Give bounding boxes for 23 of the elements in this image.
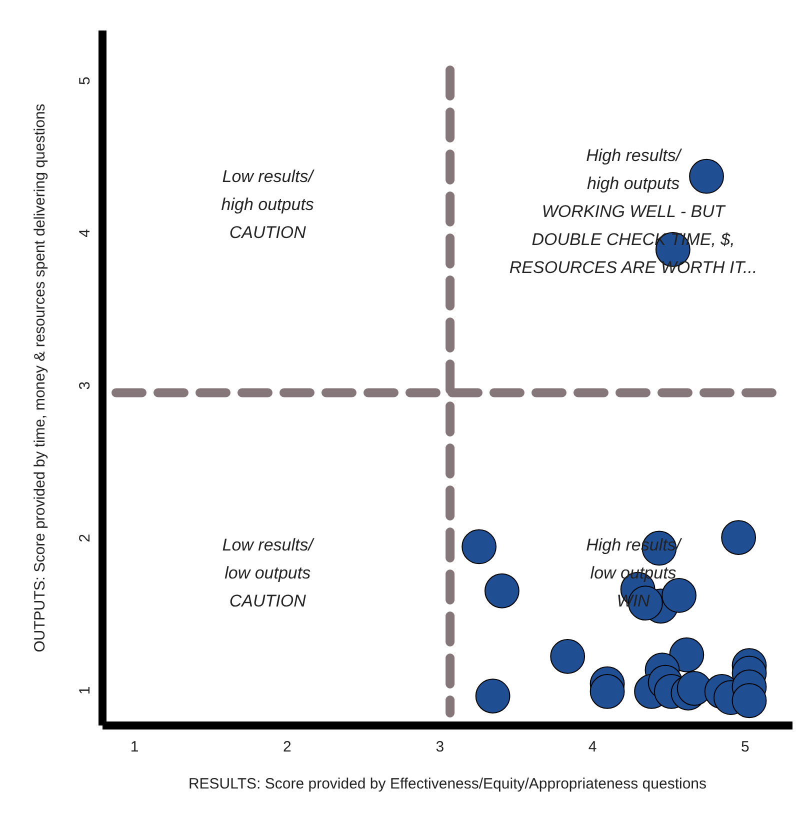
point <box>689 158 724 194</box>
x-tick-label: 5 <box>741 738 750 756</box>
y-tick-label: 4 <box>76 229 94 238</box>
y-axis-title: OUTPUTS: Score provided by time, money & resources spent delivering questions <box>32 104 48 652</box>
x-tick-label: 1 <box>130 738 139 756</box>
annotation: Low results/ low outputs CAUTION <box>222 535 316 610</box>
point <box>475 678 510 714</box>
point <box>484 573 520 608</box>
point <box>462 529 497 564</box>
y-tick-label: 2 <box>76 534 94 542</box>
x-tick-label: 2 <box>283 738 292 756</box>
point <box>590 674 625 709</box>
x-axis-title: RESULTS: Score provided by Effectiveness/Equity/Appropriateness questions <box>188 776 707 792</box>
point <box>669 637 704 672</box>
y-tick-label: 1 <box>76 686 94 695</box>
point <box>732 683 767 718</box>
annotation: Low results/ high outputs CAUTION <box>221 167 316 242</box>
x-tick-label: 3 <box>436 738 444 756</box>
x-tick-label: 4 <box>588 738 597 756</box>
point <box>550 638 586 674</box>
y-tick-label: 3 <box>76 381 94 390</box>
y-tick-label: 5 <box>76 76 94 85</box>
point <box>721 520 756 555</box>
